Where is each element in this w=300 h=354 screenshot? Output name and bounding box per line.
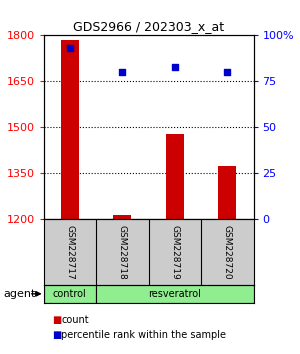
Point — [225, 69, 230, 75]
Text: GSM228719: GSM228719 — [170, 225, 179, 280]
Text: count: count — [61, 315, 89, 325]
Bar — [218, 166, 236, 219]
Bar — [44, 285, 96, 303]
Text: percentile rank within the sample: percentile rank within the sample — [61, 330, 226, 339]
Bar — [61, 40, 79, 219]
Text: control: control — [53, 289, 87, 299]
Bar — [96, 285, 253, 303]
Title: GDS2966 / 202303_x_at: GDS2966 / 202303_x_at — [73, 20, 224, 33]
Text: ■: ■ — [52, 315, 62, 325]
Text: GSM228718: GSM228718 — [118, 225, 127, 280]
Point — [172, 64, 177, 69]
Text: GSM228717: GSM228717 — [65, 225, 74, 280]
Point — [68, 45, 72, 51]
Text: agent: agent — [3, 289, 35, 299]
Text: resveratrol: resveratrol — [148, 289, 201, 299]
Text: GSM228720: GSM228720 — [223, 225, 232, 280]
Bar — [166, 133, 184, 219]
Point — [120, 69, 125, 75]
Bar — [113, 215, 131, 219]
Text: ■: ■ — [52, 330, 62, 339]
